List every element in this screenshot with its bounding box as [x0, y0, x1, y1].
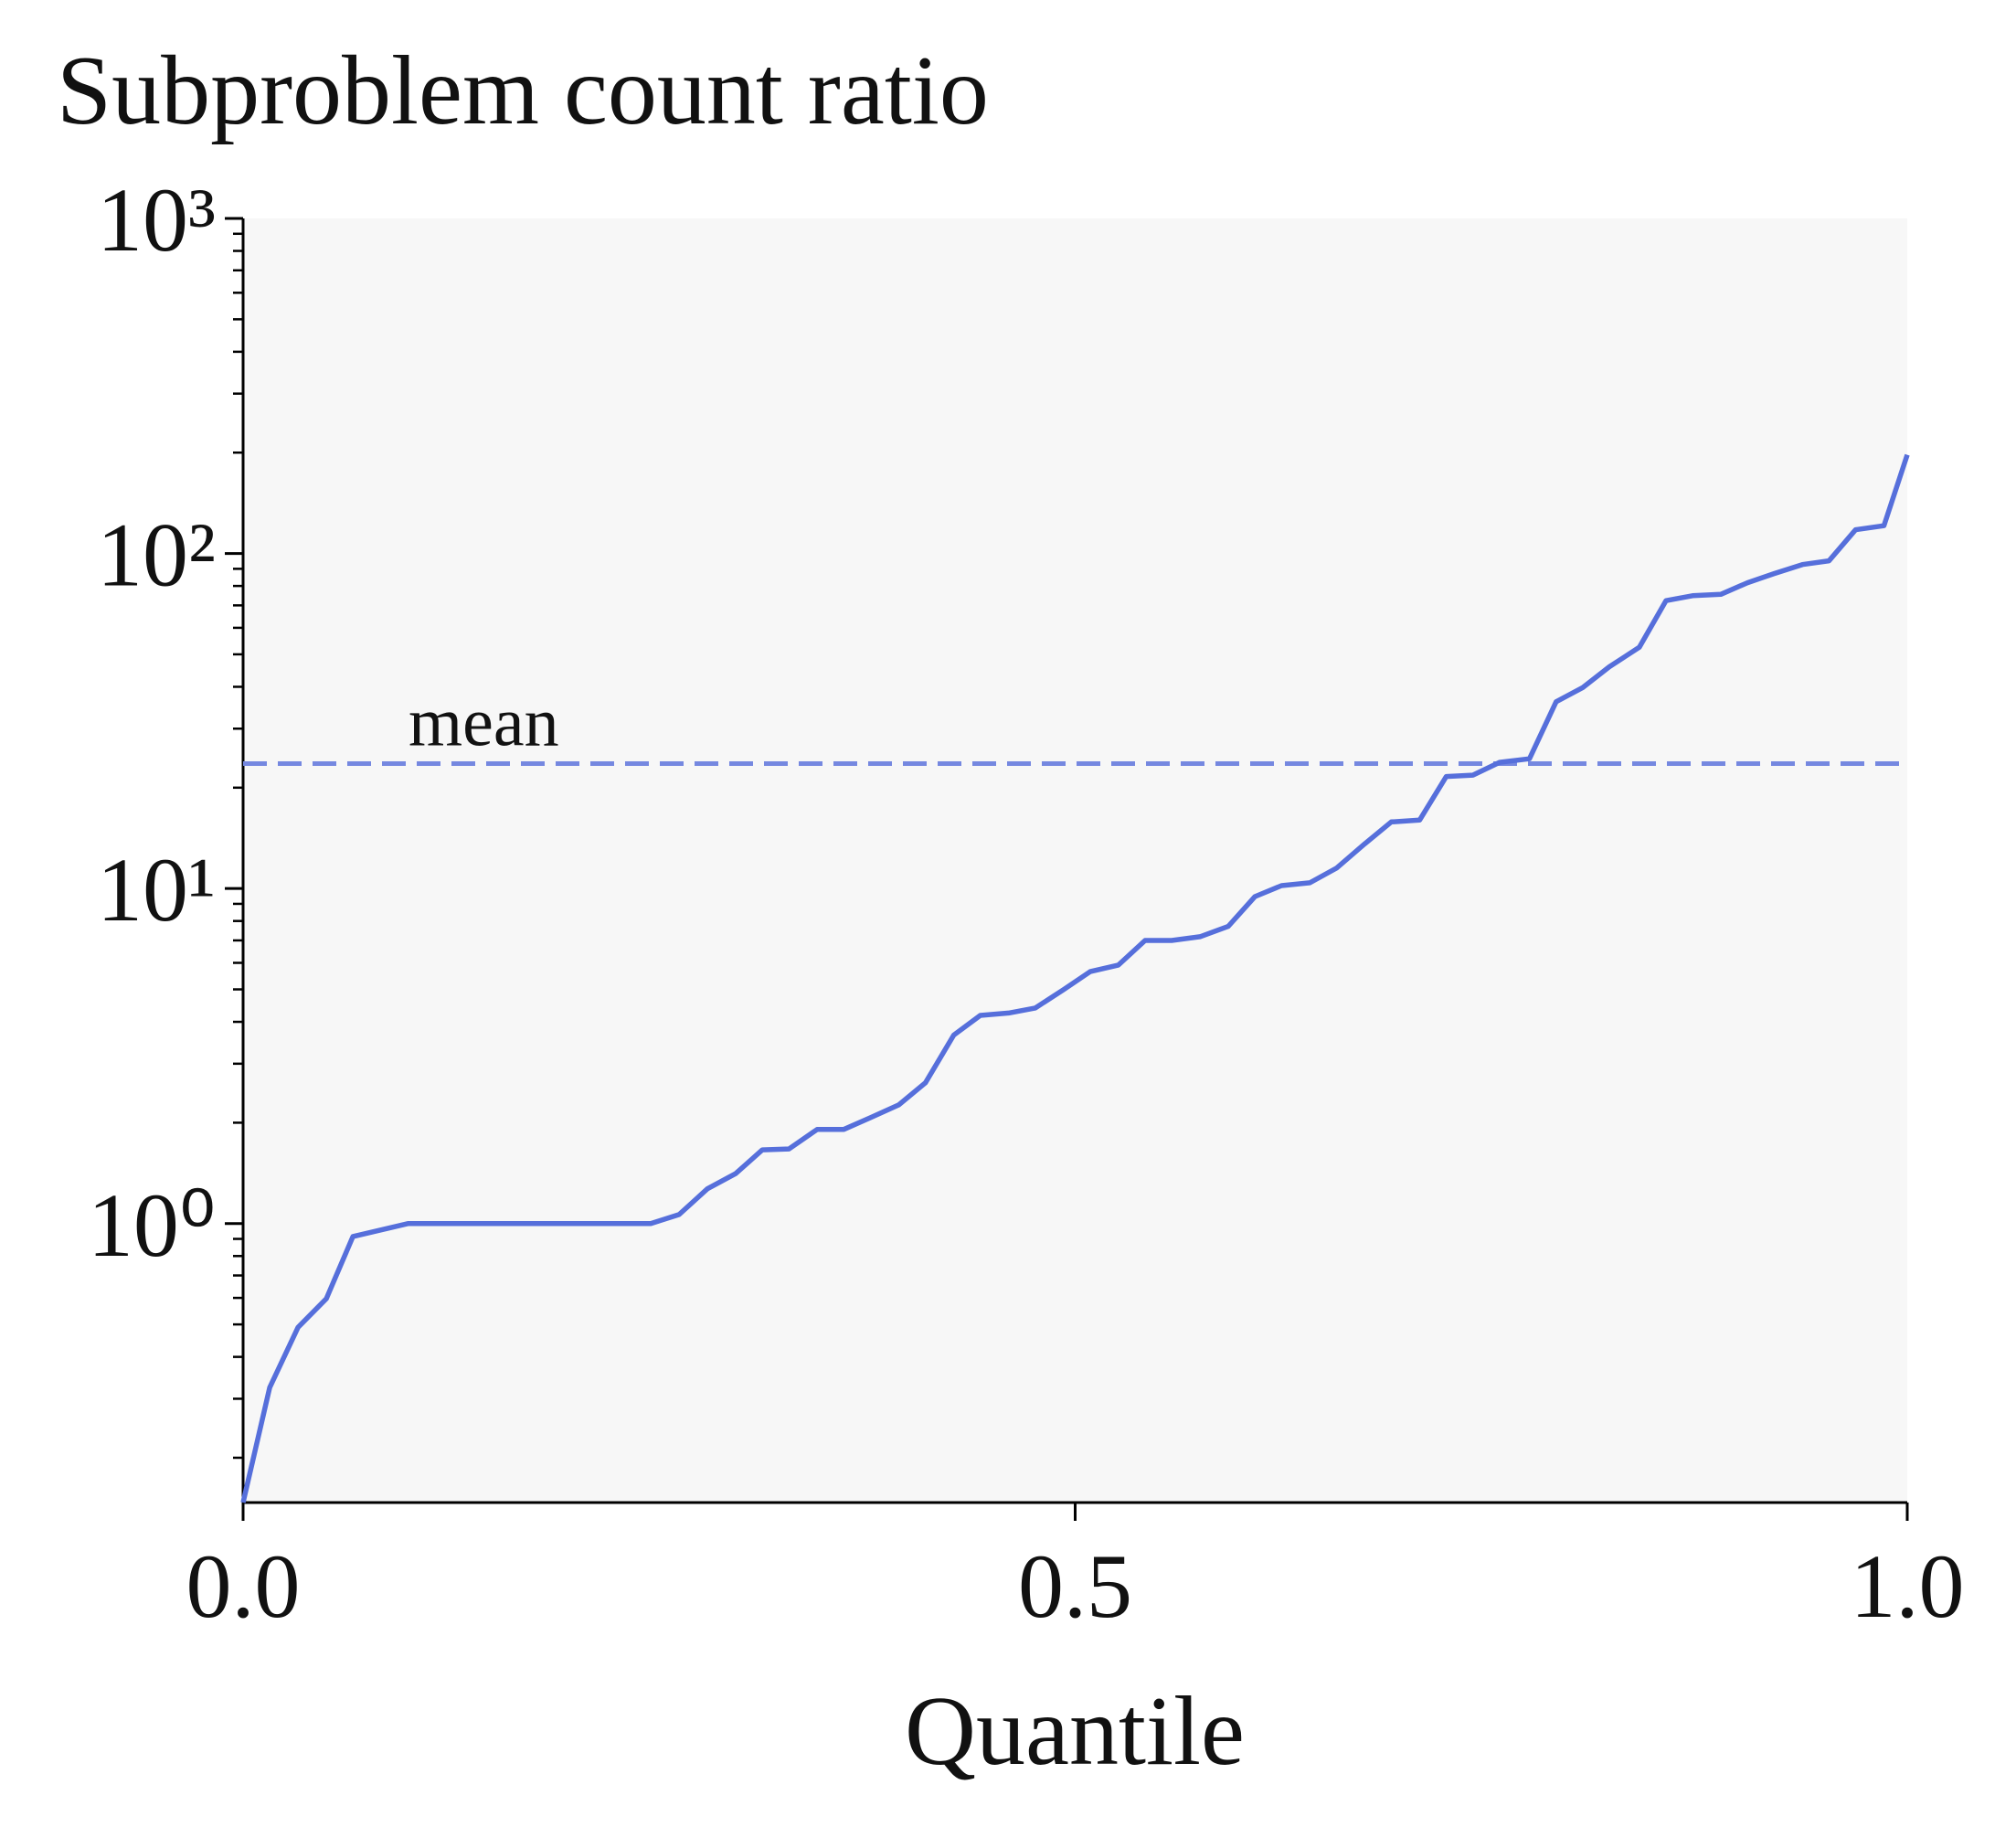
x-tick-label: 0.5 [1018, 1535, 1132, 1637]
y-tick-label: 10³ [97, 169, 216, 271]
y-tick-label: 10⁰ [88, 1174, 216, 1276]
chart-title: Subproblem count ratio [57, 37, 989, 145]
x-tick-label: 1.0 [1851, 1535, 1965, 1637]
x-axis-label: Quantile [905, 1677, 1245, 1786]
data-line [240, 453, 1910, 1503]
y-tick-label: 10¹ [97, 839, 216, 940]
x-tick-label: 0.0 [186, 1535, 301, 1637]
plot-background [243, 218, 1907, 1503]
y-tick-label: 10² [97, 505, 216, 606]
mean-label: mean [409, 684, 559, 760]
